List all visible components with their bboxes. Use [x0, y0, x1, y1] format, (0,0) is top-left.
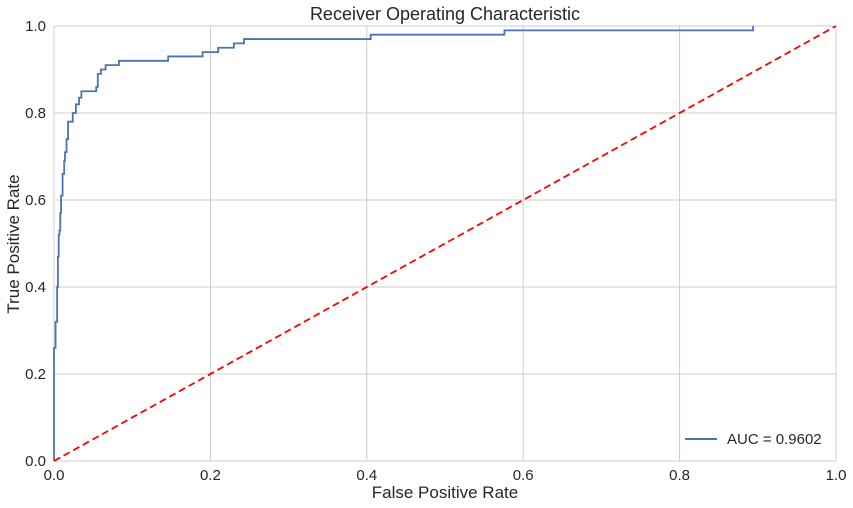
x-axis-title: False Positive Rate: [372, 483, 518, 502]
series-layer: [53, 25, 837, 462]
legend: AUC = 0.9602: [685, 431, 822, 448]
plot-area-frame: [53, 25, 837, 462]
y-tick-label: 0.4: [25, 279, 46, 296]
y-tick-label: 0.0: [25, 453, 46, 470]
y-tick-labels: 0.0 0.2 0.4 0.6 0.8 1.0: [25, 18, 46, 470]
x-tick-label: 0.2: [200, 467, 221, 484]
chart-title: Receiver Operating Characteristic: [310, 4, 580, 24]
y-tick-label: 1.0: [25, 18, 46, 35]
x-tick-labels: 0.0 0.2 0.4 0.6 0.8 1.0: [44, 467, 847, 484]
x-tick-label: 0.4: [356, 467, 377, 484]
x-tick-label: 1.0: [826, 467, 847, 484]
x-tick-label: 0.8: [669, 467, 690, 484]
y-tick-label: 0.6: [25, 192, 46, 209]
y-tick-label: 0.2: [25, 366, 46, 383]
chance-diagonal-line: [53, 25, 837, 462]
y-tick-label: 0.8: [25, 105, 46, 122]
y-axis-title: True Positive Rate: [4, 174, 23, 313]
x-tick-label: 0.0: [44, 467, 65, 484]
roc-curve-line: [53, 26, 755, 461]
legend-label-auc: AUC = 0.9602: [727, 431, 822, 448]
x-tick-label: 0.6: [513, 467, 534, 484]
